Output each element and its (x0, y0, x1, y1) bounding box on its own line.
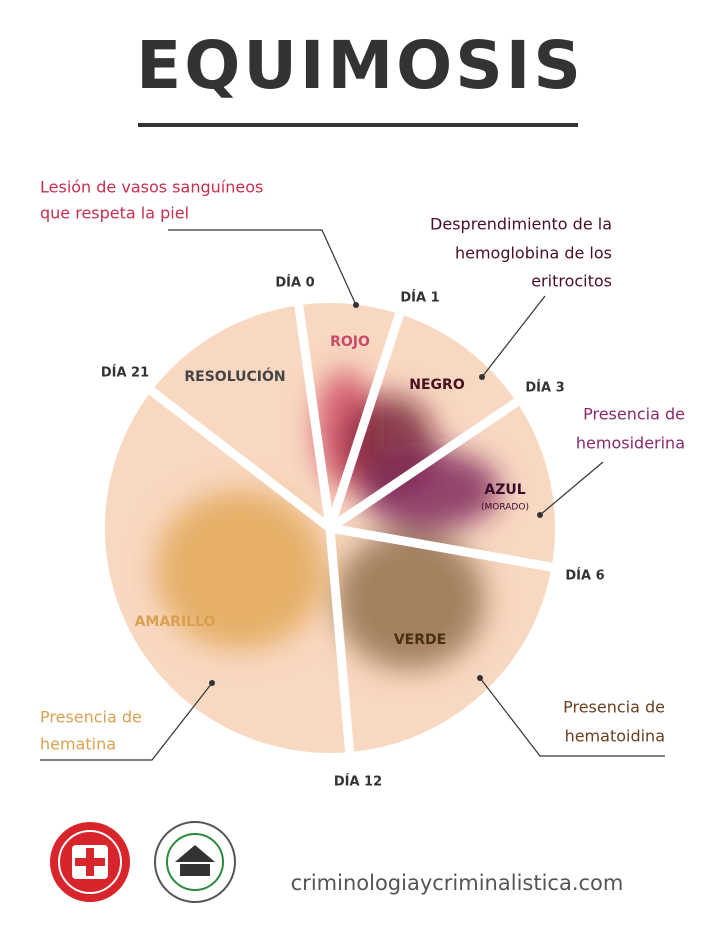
day-label: DÍA 12 (334, 774, 382, 790)
gaps (139, 292, 565, 765)
leader-dot (209, 680, 215, 686)
leader-dot (477, 675, 483, 681)
segment-label: NEGRO (409, 377, 465, 393)
segment-gap (325, 527, 356, 765)
leader-dot (537, 512, 543, 518)
blotches (155, 370, 500, 670)
segment-label: RESOLUCIÓN (184, 367, 285, 385)
annotation: Lesión de vasos sanguíneos (40, 178, 263, 197)
segment (151, 305, 330, 528)
segment-label: AZUL (484, 482, 525, 498)
leader-line (168, 229, 357, 306)
annotation: Presencia de (40, 708, 142, 727)
segment-label: AMARILLO (135, 614, 216, 630)
website: criminologiaycriminalistica.com (291, 871, 624, 895)
blotch (335, 530, 485, 670)
logo-1 (50, 822, 130, 902)
day-label: DÍA 0 (275, 275, 314, 291)
title: EQUIMOSIS (136, 27, 584, 104)
leader-line (40, 682, 213, 761)
segment-gap (327, 391, 529, 532)
annotation: hematina (40, 735, 116, 754)
segment-sublabel: (MORADO) (481, 503, 529, 513)
annotation: hematoidina (565, 727, 665, 746)
leader-dot (353, 302, 359, 308)
segment-label: VERDE (394, 632, 446, 648)
annotation: Presencia de (583, 405, 685, 424)
segment-gap (139, 380, 333, 532)
day-label: DÍA 3 (525, 380, 564, 396)
leader-line (479, 677, 665, 757)
annotation: que respeta la piel (40, 204, 189, 223)
annotation: Desprendimiento de la (430, 215, 612, 234)
day-label: DÍA 1 (400, 290, 439, 306)
day-label: DÍA 21 (101, 365, 149, 381)
logo-2 (154, 821, 236, 903)
annotation: Presencia de (563, 698, 665, 717)
annotation: hemoglobina de los (455, 244, 612, 263)
leader-line (539, 461, 604, 516)
annotation: hemosiderina (576, 434, 685, 453)
leader-line (481, 295, 546, 378)
segment-label: ROJO (330, 334, 370, 350)
segment-gap (325, 301, 408, 530)
day-label: DÍA 6 (565, 568, 604, 584)
segment-gap (329, 523, 565, 574)
blotch (155, 490, 325, 650)
annotation: eritrocitos (531, 272, 612, 291)
leader-dot (479, 374, 485, 380)
segment-gap (292, 292, 335, 529)
blotch (360, 450, 500, 530)
